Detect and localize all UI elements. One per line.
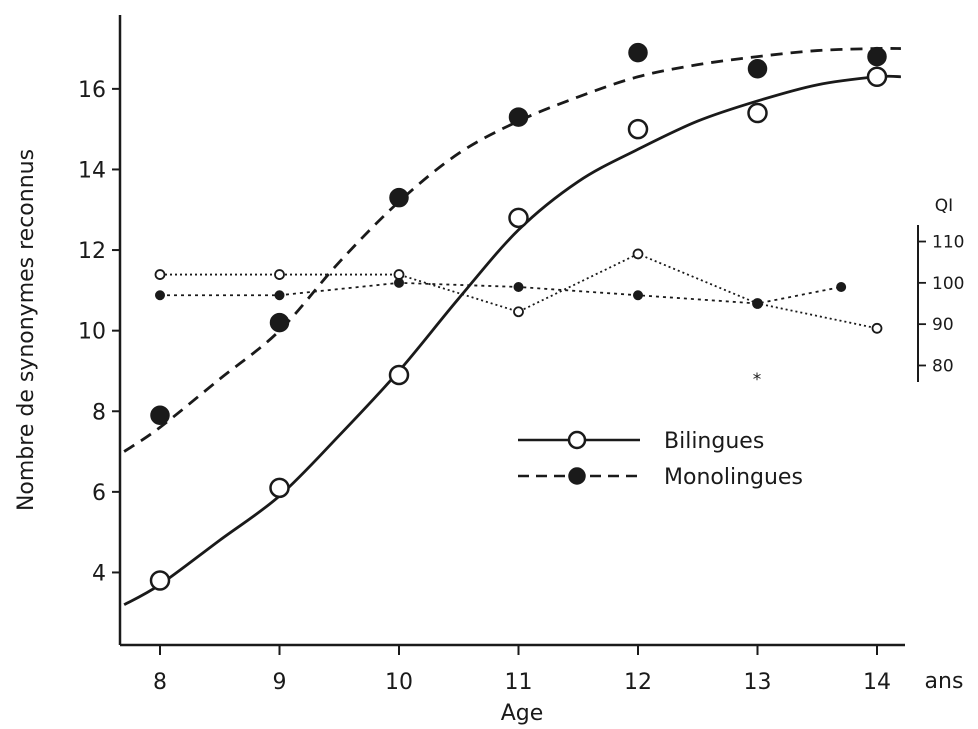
point-monolingues bbox=[628, 42, 648, 63]
y2-axis-title: QI bbox=[935, 196, 953, 216]
qi-point-monolingues bbox=[274, 290, 285, 301]
x-axis-title: Age bbox=[501, 701, 544, 726]
qi-point-bilingues bbox=[393, 269, 405, 280]
qi-point-monolingues bbox=[836, 281, 847, 292]
x-tick-label: 14 bbox=[863, 670, 891, 695]
qi-point-bilingues bbox=[274, 269, 285, 280]
point-bilingues bbox=[149, 570, 171, 591]
qi-point-bilingues bbox=[871, 322, 883, 334]
y2-ticks: 80 90 100 110 bbox=[918, 233, 964, 376]
y-tick-label: 4 bbox=[92, 561, 106, 586]
series-lines bbox=[123, 47, 901, 606]
point-bilingues bbox=[627, 118, 649, 140]
legend-marker-bilingues bbox=[567, 430, 587, 450]
point-monolingues bbox=[150, 405, 170, 426]
qi-point-bilingues bbox=[154, 269, 166, 280]
x-axis-unit: ans bbox=[925, 669, 964, 694]
qi-point-bilingues bbox=[632, 248, 644, 260]
point-bilingues bbox=[747, 102, 768, 124]
point-monolingues bbox=[867, 46, 887, 67]
point-bilingues bbox=[508, 207, 529, 229]
legend-label-monolingues: Monolingues bbox=[664, 465, 803, 490]
x-ticks: 8 9 10 11 12 13 14 bbox=[153, 645, 891, 695]
point-monolingues bbox=[389, 187, 409, 208]
point-bilingues bbox=[388, 364, 410, 386]
legend-label-bilingues: Bilingues bbox=[664, 429, 764, 454]
point-monolingues bbox=[508, 107, 529, 127]
qi-line-monolingues bbox=[160, 281, 842, 305]
x-tick-label: 10 bbox=[385, 670, 413, 695]
x-tick-label: 11 bbox=[505, 670, 533, 695]
legend-marker-monolingues bbox=[568, 467, 586, 485]
series-points bbox=[149, 42, 888, 591]
qi-point-monolingues bbox=[633, 290, 643, 301]
y2-tick-label: 80 bbox=[932, 356, 954, 376]
y-tick-label: 10 bbox=[78, 320, 106, 345]
qi-point-monolingues bbox=[394, 277, 404, 288]
y-tick-label: 8 bbox=[92, 400, 106, 425]
y-tick-label: 14 bbox=[78, 158, 106, 183]
y-tick-label: 12 bbox=[78, 239, 106, 264]
y-tick-label: 16 bbox=[78, 78, 106, 103]
y-tick-label: 6 bbox=[92, 481, 106, 506]
x-tick-label: 13 bbox=[744, 670, 772, 695]
y2-tick-label: 90 bbox=[932, 315, 954, 335]
x-tick-label: 12 bbox=[624, 670, 652, 695]
annotation-star: * bbox=[753, 370, 762, 390]
qi-point-monolingues bbox=[155, 290, 165, 301]
y2-tick-label: 100 bbox=[932, 274, 964, 294]
x-tick-label: 8 bbox=[153, 670, 167, 695]
point-bilingues bbox=[866, 66, 888, 88]
qi-point-monolingues bbox=[752, 298, 763, 309]
qi-point-monolingues bbox=[513, 281, 524, 292]
y-ticks: 4 6 8 10 12 14 16 bbox=[78, 78, 120, 586]
y2-tick-label: 110 bbox=[932, 233, 964, 253]
point-bilingues bbox=[269, 477, 290, 499]
series-line-monolingues bbox=[123, 47, 901, 453]
legend: Bilingues Monolingues bbox=[518, 429, 803, 490]
x-tick-label: 9 bbox=[273, 670, 287, 695]
y-axis-title: Nombre de synonymes reconnus bbox=[14, 149, 39, 511]
series-line-bilingues bbox=[123, 74, 901, 606]
point-monolingues bbox=[269, 312, 290, 333]
point-monolingues bbox=[747, 58, 768, 79]
qi-point-bilingues bbox=[513, 306, 524, 318]
